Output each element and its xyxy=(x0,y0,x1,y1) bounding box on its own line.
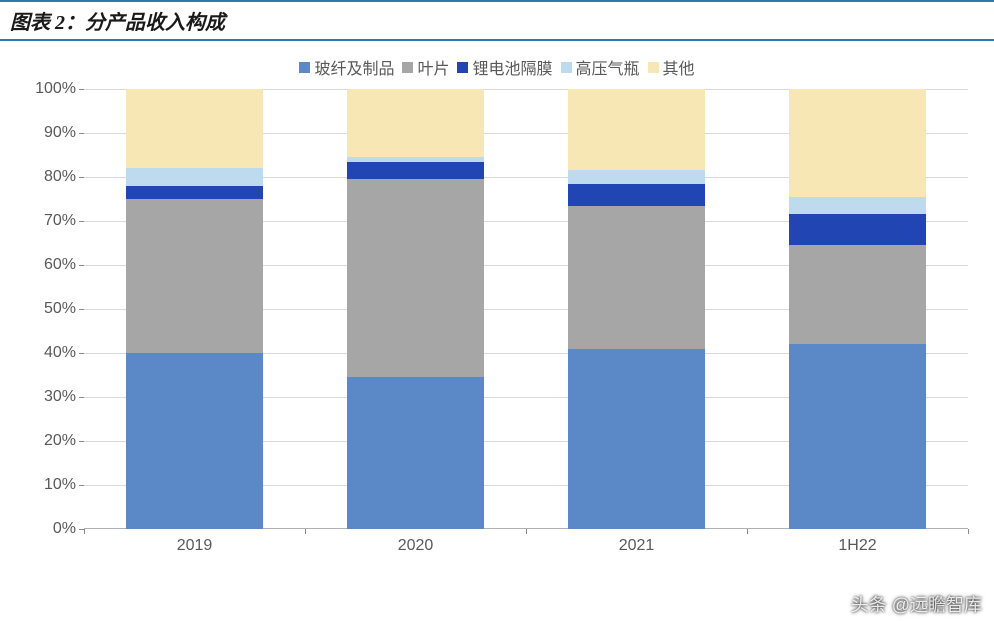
legend-label: 叶片 xyxy=(417,55,449,79)
chart-container: 玻纤及制品叶片锂电池隔膜高压气瓶其他 0% 10% 20% 30% 40% 50% 60% 7… xyxy=(0,41,994,577)
bar-segment xyxy=(347,162,484,180)
y-tick-label: 70% xyxy=(44,212,76,230)
x-tick-label: 2019 xyxy=(84,537,305,555)
x-tick-label: 1H22 xyxy=(747,537,968,555)
legend-swatch xyxy=(648,62,659,73)
x-axis-labels: 2019202020211H22 xyxy=(84,537,968,555)
bar-column xyxy=(347,89,484,529)
bar-segment xyxy=(568,184,705,206)
bar-segment xyxy=(347,89,484,157)
bar-segment xyxy=(789,89,926,197)
chart-title: 图表 2：分产品收入构成 xyxy=(10,12,225,34)
y-tick-label: 50% xyxy=(44,300,76,318)
bar-segment xyxy=(568,170,705,183)
bar-column xyxy=(568,89,705,529)
bar-segment xyxy=(126,89,263,168)
plot-area: 0%10%20%30%40%50%60%70%80%90%100% 201920… xyxy=(22,89,972,569)
y-tick-label: 20% xyxy=(44,432,76,450)
x-tick-mark xyxy=(526,529,527,534)
chart-header: 图表 2：分产品收入构成 xyxy=(0,0,994,41)
bar-segment xyxy=(789,197,926,215)
bar-segment xyxy=(568,206,705,349)
legend-item: 叶片 xyxy=(402,55,449,79)
bar-segment xyxy=(126,353,263,529)
y-axis: 0%10%20%30%40%50%60%70%80%90%100% xyxy=(22,89,84,529)
x-tick-mark xyxy=(84,529,85,534)
bar-segment xyxy=(789,245,926,344)
y-tick-label: 80% xyxy=(44,168,76,186)
bar-segment xyxy=(789,344,926,529)
legend-swatch xyxy=(457,62,468,73)
x-tick-label: 2020 xyxy=(305,537,526,555)
legend-swatch xyxy=(561,62,572,73)
bar-segment xyxy=(347,377,484,529)
bar-segment xyxy=(126,199,263,353)
legend-item: 玻纤及制品 xyxy=(299,55,394,79)
y-tick-label: 90% xyxy=(44,124,76,142)
y-tick-label: 0% xyxy=(53,520,76,538)
y-tick-label: 100% xyxy=(35,80,76,98)
legend-item: 锂电池隔膜 xyxy=(457,55,552,79)
legend-swatch xyxy=(299,62,310,73)
legend-label: 锂电池隔膜 xyxy=(472,55,552,79)
bars-group xyxy=(84,89,968,529)
bar-segment xyxy=(126,186,263,199)
y-tick-label: 60% xyxy=(44,256,76,274)
legend: 玻纤及制品叶片锂电池隔膜高压气瓶其他 xyxy=(22,55,972,79)
legend-label: 玻纤及制品 xyxy=(314,55,394,79)
legend-label: 其他 xyxy=(663,55,695,79)
bar-segment xyxy=(347,179,484,377)
bar-segment xyxy=(568,89,705,170)
watermark: 头条 @远瞻智库 xyxy=(851,591,982,617)
x-tick-label: 2021 xyxy=(526,537,747,555)
bar-segment xyxy=(789,214,926,245)
x-tick-mark xyxy=(968,529,969,534)
x-tick-mark xyxy=(305,529,306,534)
bar-segment xyxy=(568,349,705,529)
bar-column xyxy=(789,89,926,529)
legend-item: 高压气瓶 xyxy=(561,55,640,79)
y-tick-label: 10% xyxy=(44,476,76,494)
legend-item: 其他 xyxy=(648,55,695,79)
x-tick-mark xyxy=(747,529,748,534)
y-tick-label: 30% xyxy=(44,388,76,406)
y-tick-label: 40% xyxy=(44,344,76,362)
legend-swatch xyxy=(402,62,413,73)
legend-label: 高压气瓶 xyxy=(576,55,640,79)
bar-segment xyxy=(126,168,263,186)
bar-column xyxy=(126,89,263,529)
